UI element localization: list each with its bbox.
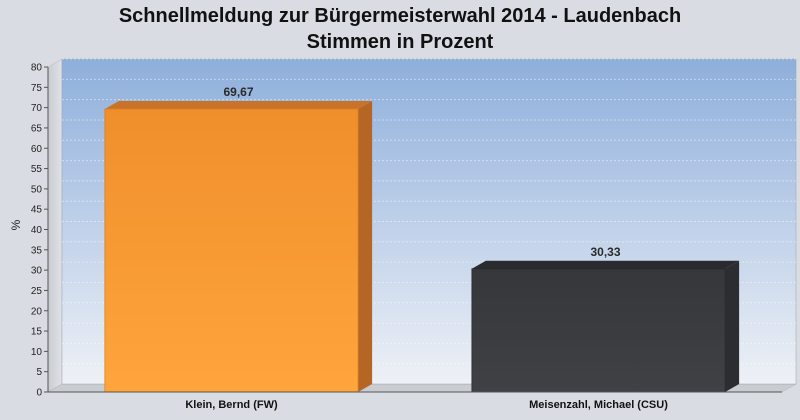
y-tick-label: 10: [31, 347, 43, 358]
y-tick-label: 15: [31, 327, 43, 338]
y-tick-label: 40: [31, 225, 43, 236]
data-label: 69,67: [223, 85, 253, 99]
y-tick-label: 45: [31, 205, 43, 216]
y-tick-label: 75: [31, 83, 43, 94]
x-tick-label: Meisenzahl, Michael (CSU): [529, 399, 668, 411]
y-tick-label: 5: [36, 367, 42, 378]
y-tick-label: 55: [31, 164, 43, 175]
y-tick-label: 35: [31, 245, 43, 256]
bar-top: [104, 100, 373, 109]
y-tick-label: 25: [31, 286, 43, 297]
y-tick-label: 0: [36, 388, 42, 399]
y-tick-label: 60: [31, 144, 43, 155]
y-tick-label: 20: [31, 306, 43, 317]
bar-top: [471, 260, 740, 269]
chart-subtitle: Stimmen in Prozent: [306, 31, 494, 53]
data-label: 30,33: [590, 245, 620, 259]
bar-side: [358, 100, 373, 392]
bar: [471, 268, 726, 393]
y-tick-label: 50: [31, 184, 43, 195]
chart-title: Schnellmeldung zur Bürgermeisterwahl 201…: [118, 5, 682, 27]
x-axis: Klein, Bernd (FW) Meisenzahl, Michael (CS…: [48, 391, 782, 411]
y-tick-label: 65: [31, 123, 43, 134]
y-axis: 0 5 10 15 20 25 30 35 40 45 50 55 60 65 70 75 80: [31, 63, 49, 399]
y-axis-label: %: [9, 219, 23, 230]
bar-side: [725, 260, 740, 392]
y-tick-label: 80: [31, 63, 43, 74]
bars: 69,67 30,33: [104, 85, 740, 393]
x-tick-label: Klein, Bernd (FW): [185, 399, 278, 411]
plot-side-wall: [47, 58, 63, 393]
y-tick-label: 70: [31, 103, 43, 114]
y-tick-label: 30: [31, 266, 43, 277]
bar: [104, 108, 359, 393]
